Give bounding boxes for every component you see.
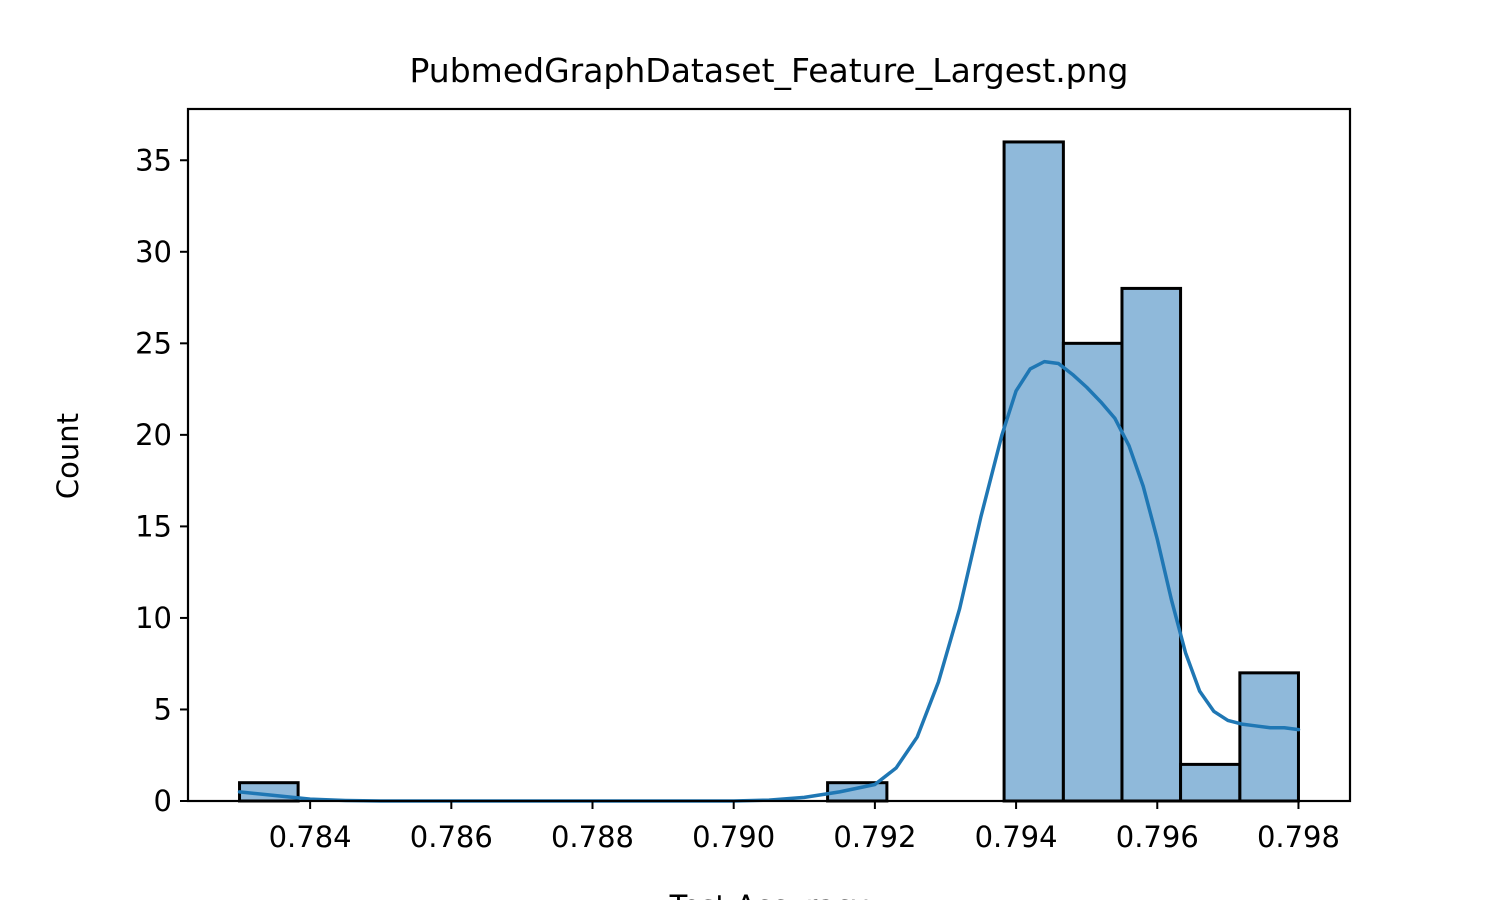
- y-tick-label: 35: [135, 143, 172, 177]
- histogram-bars: [238, 140, 1300, 803]
- chart-title: PubmedGraphDataset_Feature_Largest.png: [409, 51, 1128, 90]
- y-tick-label: 0: [154, 784, 172, 818]
- x-tick-label: 0.788: [551, 820, 634, 854]
- x-tick-label: 0.790: [692, 820, 775, 854]
- x-tick-label: 0.786: [410, 820, 493, 854]
- histogram-bar: [1061, 341, 1124, 803]
- histogram-bar: [1120, 286, 1183, 803]
- x-tick-label: 0.798: [1257, 820, 1340, 854]
- x-tick-label: 0.796: [1116, 820, 1199, 854]
- y-tick-label: 20: [135, 418, 172, 452]
- y-tick-label: 5: [154, 692, 172, 726]
- x-axis-label: Test Accuracy: [669, 889, 869, 900]
- y-axis-label: Count: [51, 413, 85, 499]
- histogram-bar: [1179, 762, 1242, 803]
- plot-frame: [186, 107, 1352, 803]
- y-axis-ticks: 0 5 10 15 20 25 30 35: [135, 143, 188, 818]
- y-tick-label: 25: [135, 326, 172, 360]
- x-axis-ticks: 0.784 0.786 0.788 0.790 0.792 0.794 0.796 0.798: [269, 801, 1340, 854]
- y-tick-label: 30: [135, 235, 172, 269]
- y-tick-label: 10: [135, 601, 172, 635]
- y-tick-label: 15: [135, 509, 172, 543]
- x-tick-label: 0.784: [269, 820, 352, 854]
- x-tick-label: 0.794: [975, 820, 1058, 854]
- histogram-bar: [1002, 140, 1065, 803]
- x-tick-label: 0.792: [833, 820, 916, 854]
- histogram-bar: [1238, 671, 1300, 803]
